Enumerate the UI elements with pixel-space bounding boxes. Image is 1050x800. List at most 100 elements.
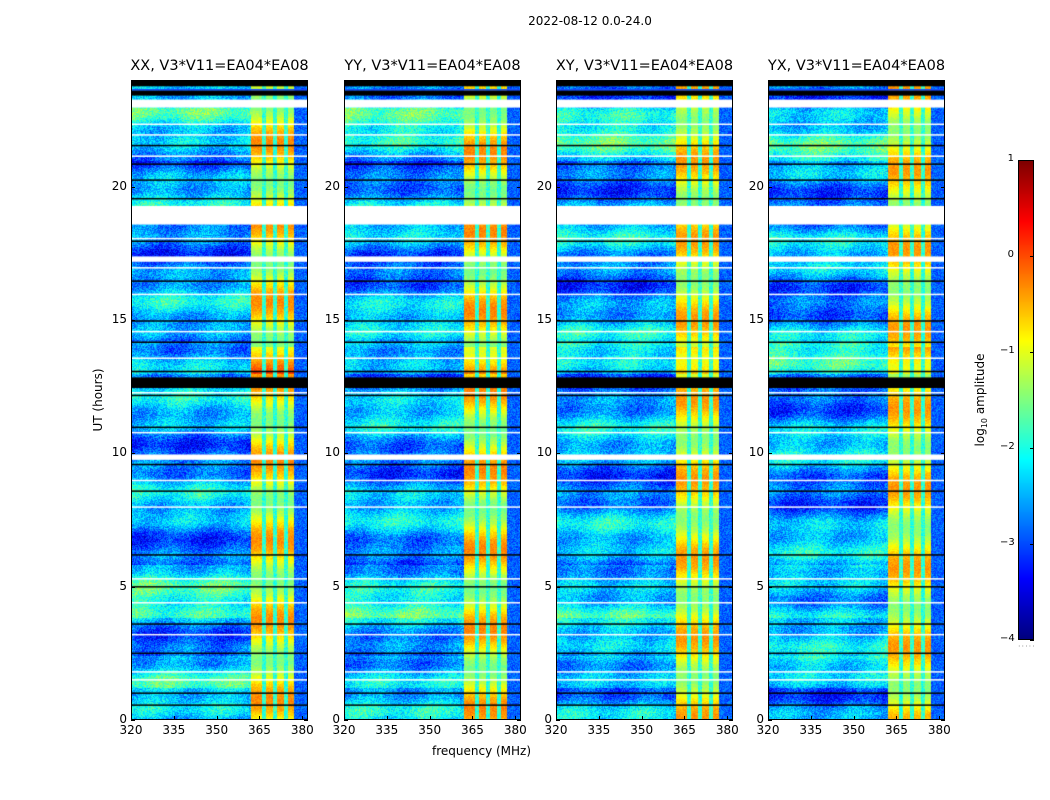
panel-title: YY, V3*V11=EA04*EA08	[344, 58, 521, 74]
y-tick-mark	[556, 320, 560, 321]
x-tick-mark	[939, 716, 941, 720]
x-tick-label: 335	[162, 723, 186, 737]
x-tick-label: 320	[544, 723, 568, 737]
y-tick-mark	[768, 186, 772, 188]
x-tick-mark	[768, 716, 769, 720]
x-tick-label: 380	[290, 723, 314, 737]
y-tick-label: 20	[748, 178, 764, 193]
colorbar-extension-marker: ·····	[1018, 642, 1036, 651]
y-tick-label: 20	[111, 178, 127, 193]
x-tick-mark	[386, 716, 388, 720]
y-tick-mark	[556, 186, 560, 188]
y-tick-mark	[941, 720, 945, 721]
x-tick-mark	[556, 716, 557, 720]
y-tick-mark	[131, 320, 135, 321]
x-tick-label: 350	[418, 723, 442, 737]
y-tick-mark	[517, 720, 521, 721]
x-tick-label: 350	[205, 723, 229, 737]
x-tick-mark	[727, 80, 729, 84]
y-tick-mark	[556, 586, 560, 588]
x-tick-label: 365	[248, 723, 271, 737]
colorbar-tick-label: −2	[1000, 441, 1015, 452]
y-tick-mark	[304, 720, 308, 721]
x-tick-mark	[896, 80, 898, 84]
y-tick-label: 5	[756, 578, 764, 593]
spectrogram-axes	[344, 80, 521, 720]
colorbar-tick-mark	[1030, 544, 1034, 545]
y-tick-mark	[729, 186, 733, 188]
x-tick-label: 320	[119, 723, 143, 737]
spectrogram-axes	[556, 80, 733, 720]
x-tick-mark	[429, 80, 431, 84]
x-tick-mark	[259, 716, 261, 720]
colorbar-tick-mark	[1030, 448, 1034, 449]
y-tick-mark	[941, 320, 945, 321]
x-tick-mark	[853, 716, 855, 720]
panel-yx: YX, V3*V11=EA04*EA08 0 5 10 15 20 320 335 350 365…	[749, 58, 951, 737]
x-tick-label: 350	[630, 723, 654, 737]
y-tick-mark	[941, 586, 945, 588]
y-tick-label: 10	[748, 445, 764, 460]
x-tick-mark	[386, 80, 388, 84]
y-tick-mark	[556, 720, 560, 721]
y-axis-label: UT (hours)	[91, 368, 105, 432]
y-tick-label: 10	[536, 445, 552, 460]
y-tick-label: 15	[324, 312, 340, 326]
y-tick-label: 0	[119, 712, 127, 726]
colorbar	[1018, 160, 1034, 640]
y-tick-label: 20	[324, 178, 340, 193]
y-tick-mark	[304, 586, 308, 588]
y-tick-mark	[131, 453, 135, 455]
x-tick-label: 365	[885, 723, 908, 737]
x-tick-label: 335	[375, 723, 399, 737]
panel-xy: XY, V3*V11=EA04*EA08 0 5 10 15 20 320 335 350 365…	[537, 58, 739, 737]
x-tick-label: 335	[799, 723, 823, 737]
x-tick-label: 365	[673, 723, 696, 737]
y-tick-label: 15	[536, 312, 552, 326]
y-tick-mark	[304, 320, 308, 321]
y-tick-label: 20	[536, 178, 552, 193]
x-tick-mark	[302, 80, 304, 84]
y-tick-mark	[556, 453, 560, 455]
y-tick-mark	[729, 320, 733, 321]
x-tick-mark	[598, 80, 600, 84]
y-tick-label: 10	[324, 445, 340, 460]
x-tick-mark	[216, 80, 218, 84]
y-tick-mark	[344, 720, 348, 721]
spectrogram-image	[557, 81, 732, 719]
x-tick-mark	[515, 80, 517, 84]
colorbar-gradient	[1019, 161, 1033, 639]
x-tick-mark	[344, 80, 345, 84]
x-tick-mark	[515, 716, 517, 720]
x-tick-mark	[939, 80, 941, 84]
x-tick-mark	[472, 80, 474, 84]
y-tick-mark	[517, 186, 521, 188]
x-tick-mark	[259, 80, 261, 84]
x-tick-mark	[727, 716, 729, 720]
y-tick-label: 0	[756, 712, 764, 726]
y-tick-mark	[344, 586, 348, 588]
panel-title: XX, V3*V11=EA04*EA08	[130, 58, 309, 74]
x-tick-label: 380	[927, 723, 951, 737]
figure-title: 2022-08-12 0.0-24.0	[528, 14, 652, 28]
x-tick-mark	[472, 716, 474, 720]
colorbar-tick-label: −1	[1000, 345, 1015, 356]
y-tick-mark	[517, 320, 521, 321]
panel-yy: YY, V3*V11=EA04*EA08 0 5 10 15 20 320 335 350 365…	[325, 58, 527, 737]
y-tick-mark	[131, 720, 135, 721]
y-tick-mark	[768, 720, 772, 721]
x-tick-mark	[429, 716, 431, 720]
y-tick-mark	[304, 453, 308, 455]
y-tick-mark	[729, 586, 733, 588]
colorbar-tick-label: −4	[1000, 633, 1015, 644]
y-tick-label: 5	[544, 578, 552, 593]
y-tick-mark	[517, 586, 521, 588]
y-tick-mark	[131, 586, 135, 588]
x-axis-label: frequency (MHz)	[432, 744, 532, 758]
y-tick-mark	[344, 453, 348, 455]
panel-title: YX, V3*V11=EA04*EA08	[767, 58, 946, 74]
colorbar-tick-mark	[1030, 256, 1034, 257]
x-tick-label: 380	[715, 723, 739, 737]
x-tick-label: 350	[842, 723, 866, 737]
x-tick-label: 365	[461, 723, 484, 737]
